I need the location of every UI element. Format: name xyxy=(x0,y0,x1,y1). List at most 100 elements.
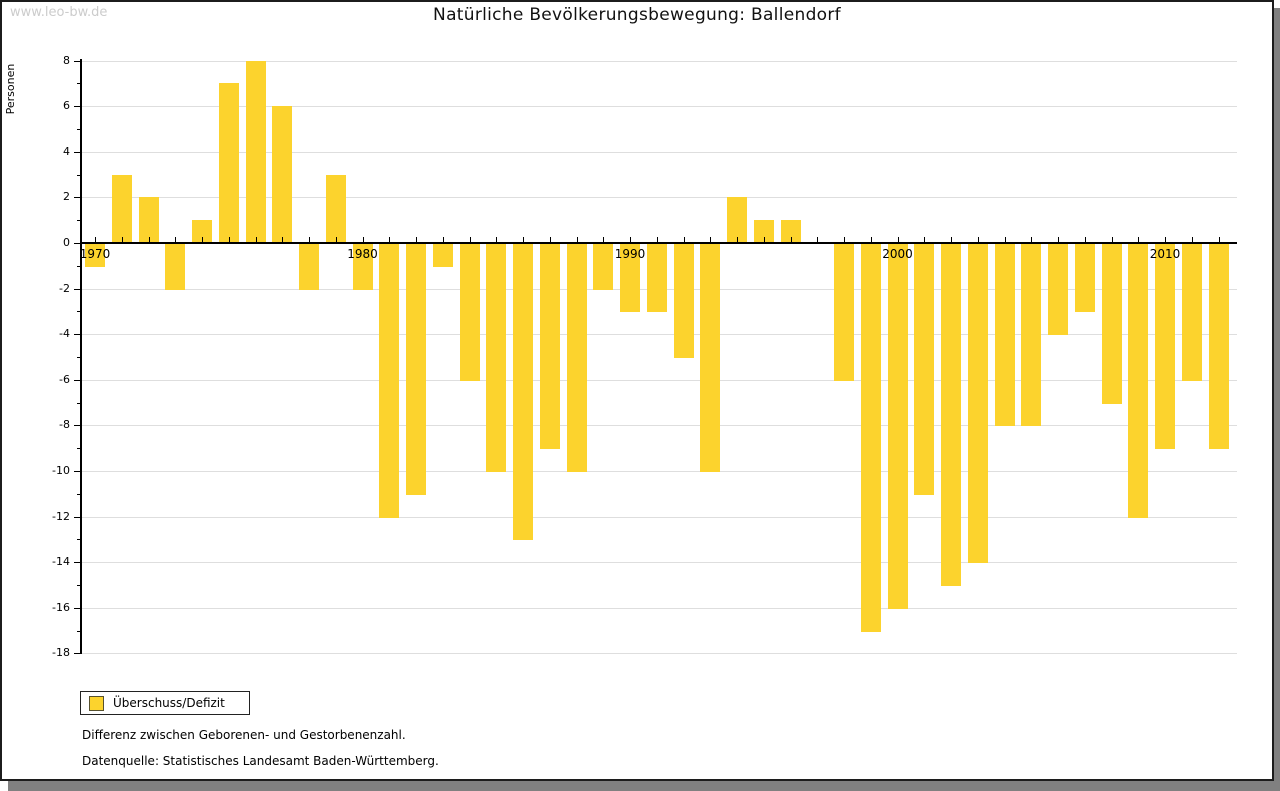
x-axis-line xyxy=(81,242,1237,244)
footnote-definition: Differenz zwischen Geborenen- und Gestor… xyxy=(82,728,406,742)
bar-1996 xyxy=(780,220,801,243)
y-tick-label: 4 xyxy=(63,144,70,158)
bar-1986 xyxy=(513,244,533,541)
x-tick xyxy=(1058,237,1059,242)
x-tick xyxy=(362,237,364,242)
y-minor-tick xyxy=(77,220,80,222)
plot-area: 8 6 4 2 0 -2 -4 -6 -8 -10 -12 -14 -16 -18 1970 1980 1990… xyxy=(2,2,1272,779)
y-tick-label: 6 xyxy=(63,99,70,113)
x-tick xyxy=(790,237,792,242)
y-minor-tick xyxy=(77,129,80,130)
y-major-tick xyxy=(74,243,80,244)
y-minor-tick xyxy=(77,448,80,450)
bar-2008 xyxy=(1101,244,1122,404)
y-tick-label: -14 xyxy=(52,555,70,569)
x-tick xyxy=(549,237,551,242)
x-tick-label: 1980 xyxy=(347,247,378,261)
watermark: www.leo-bw.de xyxy=(10,5,108,20)
y-tick-label: 8 xyxy=(63,53,70,67)
x-tick xyxy=(737,237,738,242)
x-tick xyxy=(496,237,498,242)
bar-1972 xyxy=(138,197,159,243)
x-tick-label: 2010 xyxy=(1149,247,1181,261)
y-minor-tick xyxy=(77,402,80,404)
bar-1976 xyxy=(245,60,266,243)
x-tick xyxy=(148,237,150,242)
y-major-tick xyxy=(74,288,80,290)
x-tick xyxy=(1165,237,1166,242)
bar-1985 xyxy=(486,244,507,472)
x-tick xyxy=(977,237,979,242)
bar-1999 xyxy=(860,244,881,632)
x-tick-label: 1970 xyxy=(79,247,111,261)
x-tick xyxy=(228,237,230,242)
bar-1994 xyxy=(727,197,747,243)
bar-1993 xyxy=(700,244,721,472)
bar-1989 xyxy=(593,244,614,290)
bar-1983 xyxy=(432,244,453,267)
legend-swatch xyxy=(89,695,104,711)
y-gridline xyxy=(81,562,1237,564)
chart-title: Natürliche Bevölkerungsbewegung: Ballend… xyxy=(433,5,841,25)
y-gridline xyxy=(81,425,1237,427)
drop-shadow-bottom xyxy=(8,781,1280,791)
y-major-tick xyxy=(74,516,80,518)
x-tick xyxy=(416,237,417,242)
y-major-tick xyxy=(74,334,80,336)
y-major-tick xyxy=(74,471,80,472)
bar-2006 xyxy=(1048,244,1068,336)
y-minor-tick xyxy=(77,311,80,313)
bar-2007 xyxy=(1074,244,1095,313)
bar-1978 xyxy=(299,244,319,290)
x-tick xyxy=(656,237,658,242)
x-tick xyxy=(523,237,524,242)
y-axis-line xyxy=(80,59,82,654)
x-tick xyxy=(1031,237,1033,242)
bar-2010 xyxy=(1155,244,1175,450)
y-gridline xyxy=(81,516,1237,518)
x-tick xyxy=(309,237,310,242)
x-tick xyxy=(603,237,605,242)
footnote-source: Datenquelle: Statistisches Landesamt Bad… xyxy=(82,754,439,768)
y-minor-tick xyxy=(77,539,80,541)
y-tick-label: -12 xyxy=(52,509,70,523)
y-major-tick xyxy=(74,653,80,655)
y-minor-tick xyxy=(77,357,80,358)
bar-1984 xyxy=(459,244,480,381)
y-tick-label: -10 xyxy=(52,464,70,477)
x-tick xyxy=(175,237,177,242)
bar-2005 xyxy=(1021,244,1042,427)
bar-1992 xyxy=(673,244,694,358)
bar-1995 xyxy=(753,220,774,243)
bar-1991 xyxy=(646,244,667,313)
x-tick xyxy=(469,237,471,242)
x-tick xyxy=(683,237,685,242)
y-tick-label: -18 xyxy=(52,646,70,660)
y-minor-tick xyxy=(77,630,80,632)
bar-2011 xyxy=(1181,244,1202,381)
x-tick xyxy=(951,237,952,242)
bar-2002 xyxy=(941,244,961,586)
y-minor-tick xyxy=(77,585,80,586)
x-tick xyxy=(121,237,123,242)
x-tick xyxy=(924,237,926,242)
y-minor-tick xyxy=(77,265,80,267)
y-gridline xyxy=(81,60,1237,62)
bar-2012 xyxy=(1208,244,1229,450)
y-major-tick xyxy=(74,425,80,427)
x-tick xyxy=(335,237,337,242)
x-tick xyxy=(442,237,444,242)
bar-1998 xyxy=(834,244,854,381)
bar-1977 xyxy=(272,106,293,243)
y-tick-label: 2 xyxy=(63,190,70,204)
bar-1971 xyxy=(111,174,132,243)
bar-2004 xyxy=(994,244,1015,427)
bar-1982 xyxy=(406,244,426,495)
y-major-tick xyxy=(74,607,80,609)
y-gridline xyxy=(81,653,1237,655)
bar-2003 xyxy=(967,244,988,564)
x-tick xyxy=(844,237,845,242)
y-gridline xyxy=(81,197,1237,199)
y-minor-tick xyxy=(77,493,80,495)
bar-1988 xyxy=(566,244,587,472)
